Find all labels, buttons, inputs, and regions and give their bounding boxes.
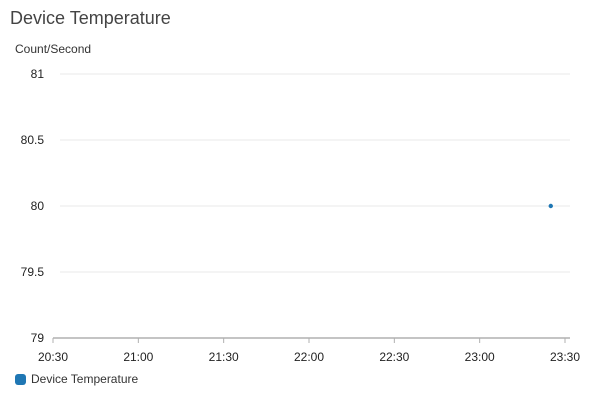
legend-item-device-temperature[interactable]: Device Temperature: [15, 372, 138, 386]
y-axis-unit-label: Count/Second: [15, 42, 92, 56]
legend-label: Device Temperature: [31, 372, 139, 386]
grid-lines: [60, 73, 570, 273]
y-tick-label: 80.5: [21, 133, 45, 147]
y-tick-label: 80: [31, 199, 45, 213]
y-axis-ticks: 81 80.5 80 79.5 79: [21, 67, 45, 345]
data-point[interactable]: [548, 203, 553, 209]
series-device-temperature: [548, 203, 553, 209]
x-tick-label: 21:00: [123, 350, 153, 364]
widget-title: Device Temperature: [10, 8, 171, 28]
legend-swatch: [15, 373, 26, 385]
x-tick-label: 20:30: [38, 350, 68, 364]
x-tick-label: 22:00: [294, 350, 324, 364]
x-tick-label: 21:30: [209, 350, 239, 364]
x-axis-ticks: 20:30 21:00 21:30 22:00 22:30 23:00 23:30: [38, 338, 580, 364]
x-tick-label: 23:00: [465, 350, 495, 364]
y-tick-label: 79: [31, 331, 45, 345]
y-tick-label: 79.5: [21, 265, 45, 279]
x-tick-label: 23:30: [550, 350, 580, 364]
x-tick-label: 22:30: [379, 350, 409, 364]
y-tick-label: 81: [31, 67, 45, 81]
